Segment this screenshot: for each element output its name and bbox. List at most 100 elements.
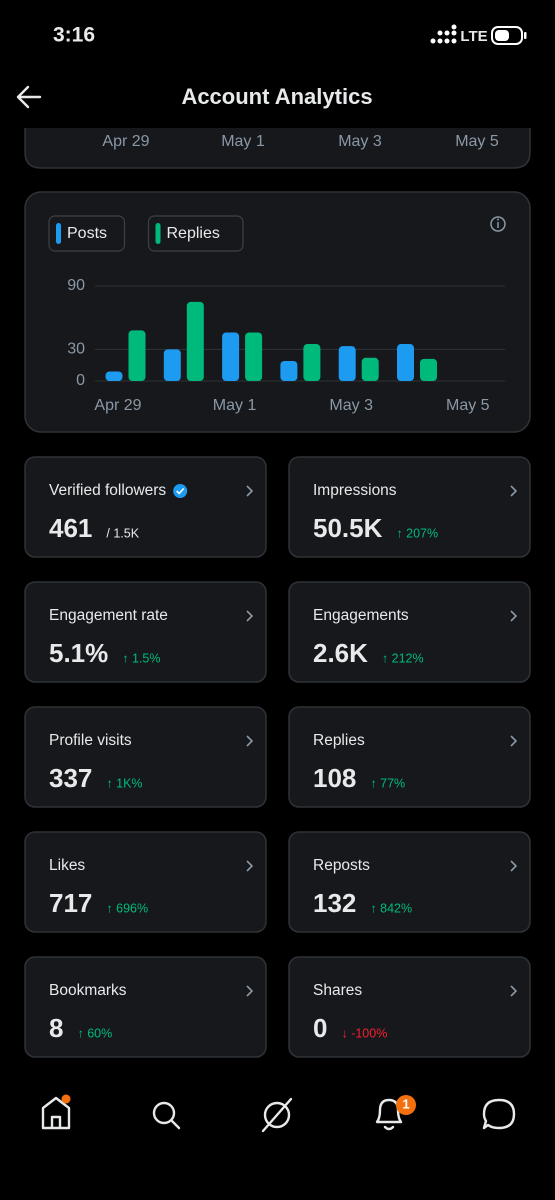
bar bbox=[222, 332, 240, 381]
y-tick-label: 90 bbox=[67, 277, 85, 294]
x-label: May 1 bbox=[221, 133, 265, 150]
chevron bbox=[246, 860, 254, 872]
card-bg bbox=[288, 456, 531, 558]
metric-label: Replies bbox=[313, 732, 365, 749]
metric-value: 108 bbox=[313, 763, 356, 793]
bar bbox=[361, 357, 379, 381]
metric-label: Engagements bbox=[313, 607, 409, 624]
metric-card[interactable]: Replies 108 ↑ 77% bbox=[288, 706, 531, 808]
metric-label: Impressions bbox=[313, 482, 397, 499]
bar bbox=[420, 358, 437, 381]
bar bbox=[280, 360, 298, 381]
card-bg bbox=[288, 956, 531, 1058]
bar bbox=[338, 346, 356, 381]
metric-value: 8 bbox=[49, 1013, 63, 1043]
metric-card[interactable]: Bookmarks 8 ↑ 60% bbox=[24, 956, 267, 1058]
metric-card[interactable]: Engagement rate 5.1% ↑ 1.5% bbox=[24, 581, 267, 683]
bar bbox=[397, 344, 414, 381]
metric-grid: Verified followers 461 / 1.5K Impressions 50… bbox=[24, 456, 531, 1058]
metric-card[interactable]: Impressions 50.5K ↑ 207% bbox=[288, 456, 531, 558]
x-label: May 3 bbox=[338, 133, 382, 150]
legend-label: Posts bbox=[67, 225, 107, 242]
legend-item[interactable] bbox=[147, 215, 244, 252]
bar bbox=[245, 332, 263, 381]
verified-badge bbox=[173, 484, 188, 498]
metric-change: ↑ 212% bbox=[382, 651, 424, 665]
metric-label: Likes bbox=[49, 857, 85, 874]
metric-card[interactable]: Engagements 2.6K ↑ 212% bbox=[288, 581, 531, 683]
page-title: Account Analytics bbox=[181, 84, 372, 109]
scroll-clip bbox=[0, 118, 555, 128]
metric-total: / 1.5K bbox=[106, 526, 139, 540]
metric-change: ↑ 60% bbox=[77, 1026, 112, 1040]
metric-change: ↑ 207% bbox=[396, 526, 438, 540]
chevron bbox=[246, 985, 254, 997]
y-tick-label: 0 bbox=[76, 372, 85, 389]
metric-value: 0 bbox=[313, 1013, 327, 1043]
metric-card[interactable]: Shares 0 ↓ -100% bbox=[288, 956, 531, 1058]
card-bg bbox=[24, 456, 267, 558]
bar bbox=[128, 330, 146, 381]
chevron bbox=[510, 610, 518, 622]
metric-card[interactable]: Profile visits 337 ↑ 1K% bbox=[24, 706, 267, 808]
card-bg bbox=[288, 831, 531, 933]
chevron bbox=[510, 735, 518, 747]
card-bg bbox=[24, 956, 267, 1058]
chevron bbox=[246, 485, 254, 497]
status-network: LTE bbox=[460, 28, 487, 45]
chevron bbox=[246, 735, 254, 747]
nav-search[interactable] bbox=[152, 1101, 181, 1130]
legend-label: Replies bbox=[167, 225, 220, 242]
chevron bbox=[510, 985, 518, 997]
metric-value: 50.5K bbox=[313, 513, 383, 543]
card-bg bbox=[288, 581, 531, 683]
metric-card[interactable]: Verified followers 461 / 1.5K bbox=[24, 456, 267, 558]
x-label: May 5 bbox=[455, 133, 499, 150]
back-button[interactable] bbox=[16, 85, 42, 109]
metric-value: 461 bbox=[49, 513, 92, 543]
metric-value: 717 bbox=[49, 888, 92, 918]
nav-notifications[interactable] bbox=[375, 1098, 403, 1131]
nav-messages[interactable] bbox=[482, 1098, 516, 1130]
chart: Posts Replies 0 30 90 Apr 29 May 1 May 3 May 5 bbox=[48, 215, 505, 414]
top-card bbox=[24, 120, 531, 169]
info-icon[interactable] bbox=[490, 216, 506, 232]
x-label: Apr 29 bbox=[102, 133, 149, 150]
nav-grok[interactable] bbox=[261, 1097, 293, 1133]
metric-change: ↑ 842% bbox=[370, 901, 412, 915]
x-tick-label: Apr 29 bbox=[94, 397, 141, 414]
badge-count: 1 bbox=[402, 1096, 409, 1111]
card-bg bbox=[24, 706, 267, 808]
metric-change: ↑ 696% bbox=[106, 901, 148, 915]
metric-card[interactable]: Reposts 132 ↑ 842% bbox=[288, 831, 531, 933]
metric-label: Verified followers bbox=[49, 482, 166, 499]
battery-icon bbox=[491, 26, 527, 45]
x-tick-label: May 3 bbox=[329, 397, 373, 414]
metric-value: 5.1% bbox=[49, 638, 108, 668]
metric-value: 2.6K bbox=[313, 638, 368, 668]
card-bg bbox=[24, 831, 267, 933]
chevron bbox=[510, 485, 518, 497]
legend-swatch bbox=[56, 223, 61, 244]
metric-card[interactable]: Likes 717 ↑ 696% bbox=[24, 831, 267, 933]
bar bbox=[186, 301, 204, 381]
status-time: 3:16 bbox=[53, 24, 95, 47]
metric-label: Reposts bbox=[313, 857, 370, 874]
signal-icon bbox=[430, 24, 457, 44]
verified-check bbox=[176, 487, 185, 495]
badge bbox=[396, 1095, 416, 1115]
home-dot bbox=[61, 1094, 71, 1104]
bar bbox=[303, 344, 321, 381]
nav-home[interactable] bbox=[41, 1096, 71, 1130]
metric-label: Profile visits bbox=[49, 732, 132, 749]
metric-change: ↑ 77% bbox=[370, 776, 405, 790]
x-tick-label: May 5 bbox=[446, 397, 490, 414]
metric-change: ↓ -100% bbox=[341, 1026, 387, 1040]
x-tick-label: May 1 bbox=[213, 397, 257, 414]
legend-item[interactable] bbox=[48, 215, 126, 252]
card-bg bbox=[288, 706, 531, 808]
metric-change: ↑ 1.5% bbox=[122, 651, 160, 665]
card-bg bbox=[24, 581, 267, 683]
metric-value: 132 bbox=[313, 888, 356, 918]
